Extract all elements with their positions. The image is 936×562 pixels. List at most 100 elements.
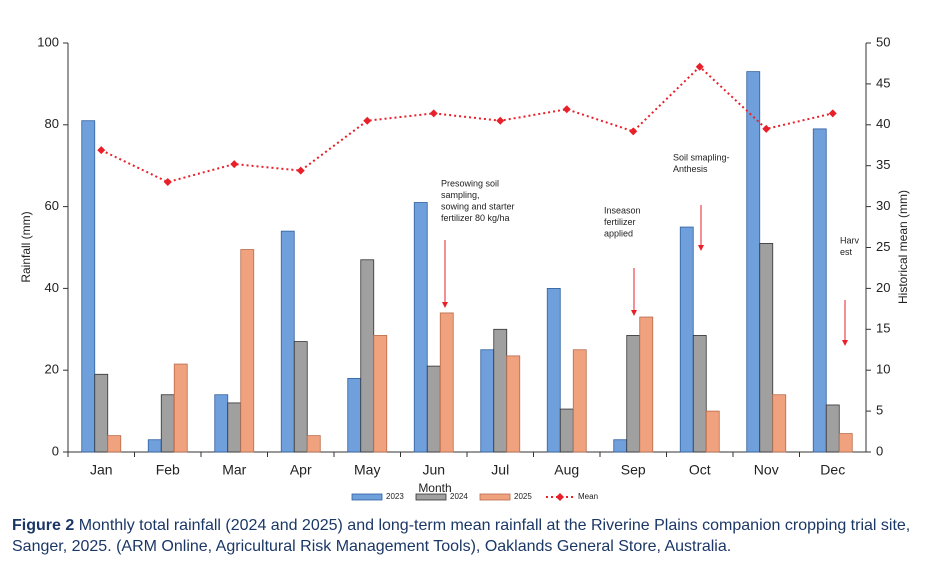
bar xyxy=(147,439,162,453)
y2-tick-label: 20 xyxy=(876,280,890,295)
x-tick-label: Jul xyxy=(491,462,509,478)
bar xyxy=(160,394,175,453)
y2-tick-label: 25 xyxy=(876,239,890,254)
bar xyxy=(639,316,654,453)
annotation-text: sowing and starter xyxy=(441,201,515,211)
mean-marker xyxy=(97,146,106,155)
bar xyxy=(559,408,574,453)
y-tick-label: 80 xyxy=(45,116,59,131)
bar xyxy=(572,349,587,453)
mean-line xyxy=(100,65,833,184)
x-tick-label: Sep xyxy=(621,462,646,478)
mean-marker xyxy=(230,160,239,169)
annotation-text: sampling, xyxy=(441,190,480,200)
annotation-text: est xyxy=(840,247,853,257)
annotation-text: Anthesis xyxy=(673,164,708,174)
bar xyxy=(838,433,853,453)
bar xyxy=(746,71,761,453)
bar xyxy=(81,120,96,453)
y2-tick-label: 5 xyxy=(876,403,883,418)
bar xyxy=(107,435,122,453)
bar xyxy=(692,335,707,453)
annotation-text: Harv xyxy=(840,235,860,245)
x-axis-title: Month xyxy=(418,481,451,495)
y-tick-label: 60 xyxy=(45,198,59,213)
annotation-text: Presowing soil xyxy=(441,178,499,188)
y2-tick-label: 10 xyxy=(876,362,890,377)
bar xyxy=(812,128,827,453)
bar xyxy=(439,312,454,453)
y2-axis-title: Historical mean (mm) xyxy=(896,190,910,304)
x-tick-label: Apr xyxy=(290,462,312,478)
bar xyxy=(306,435,321,453)
mean-marker xyxy=(762,124,771,133)
mean-marker xyxy=(828,109,837,118)
bar xyxy=(360,259,375,453)
mean-marker xyxy=(163,178,172,187)
x-tick-label: Dec xyxy=(820,462,845,478)
legend-swatch xyxy=(351,493,383,501)
annotation-text: applied xyxy=(604,228,633,238)
y2-tick-label: 45 xyxy=(876,75,890,90)
x-tick-label: Jan xyxy=(90,462,113,478)
y2-tick-label: 15 xyxy=(876,321,890,336)
caption: Figure 2 Monthly total rainfall (2024 an… xyxy=(12,515,927,557)
mean-marker xyxy=(296,166,305,175)
annotation-text: Inseason xyxy=(604,205,641,215)
x-tick-label: Oct xyxy=(689,462,711,478)
bar xyxy=(480,349,495,453)
bar xyxy=(373,335,388,453)
bar xyxy=(214,394,229,453)
bar xyxy=(413,202,428,453)
bar xyxy=(293,341,308,453)
annotation-text: fertilizer xyxy=(604,217,636,227)
y2-tick-label: 40 xyxy=(876,116,890,131)
y-tick-label: 0 xyxy=(52,443,59,458)
y-tick-label: 100 xyxy=(37,34,59,49)
mean-marker xyxy=(695,62,704,71)
annotation-text: fertilizer 80 kg/ha xyxy=(441,213,510,223)
legend-swatch xyxy=(556,493,564,501)
bar xyxy=(173,363,188,453)
bar xyxy=(679,226,694,453)
mean-marker xyxy=(429,109,438,118)
bar xyxy=(613,439,628,453)
y2-tick-label: 35 xyxy=(876,157,890,172)
bar xyxy=(240,249,255,453)
x-tick-label: Mar xyxy=(222,462,246,478)
chart: Month Rainfall (mm) Historical mean (mm)… xyxy=(19,34,910,501)
mean-marker xyxy=(562,105,571,114)
caption-label: Figure 2 xyxy=(12,517,75,534)
x-tick-label: May xyxy=(354,462,380,478)
bar xyxy=(506,355,521,453)
x-tick-label: Nov xyxy=(754,462,779,478)
bar xyxy=(94,373,109,453)
bar xyxy=(759,243,774,453)
y2-tick-label: 0 xyxy=(876,443,883,458)
bar xyxy=(493,328,508,453)
legend-label: 2025 xyxy=(514,492,532,501)
legend-label: 2024 xyxy=(450,492,468,501)
x-tick-label: Jun xyxy=(422,462,445,478)
mean-marker xyxy=(363,116,372,125)
y-tick-label: 40 xyxy=(45,280,59,295)
legend-swatch xyxy=(415,493,447,501)
mean-marker xyxy=(629,127,638,136)
bar xyxy=(626,335,641,453)
bar xyxy=(280,230,295,453)
y-tick-label: 20 xyxy=(45,362,59,377)
legend-swatch xyxy=(479,493,511,501)
bar xyxy=(546,287,561,453)
annotation-text: Soil smapling- xyxy=(673,152,730,162)
bar xyxy=(772,394,787,453)
legend-label: Mean xyxy=(578,492,598,501)
bar xyxy=(705,410,720,453)
x-tick-label: Feb xyxy=(156,462,180,478)
bar xyxy=(347,377,362,453)
caption-text: Monthly total rainfall (2024 and 2025) a… xyxy=(12,517,911,555)
bar xyxy=(227,402,242,453)
y2-tick-label: 50 xyxy=(876,34,890,49)
bar xyxy=(825,404,840,453)
y-axis-title: Rainfall (mm) xyxy=(19,211,33,282)
